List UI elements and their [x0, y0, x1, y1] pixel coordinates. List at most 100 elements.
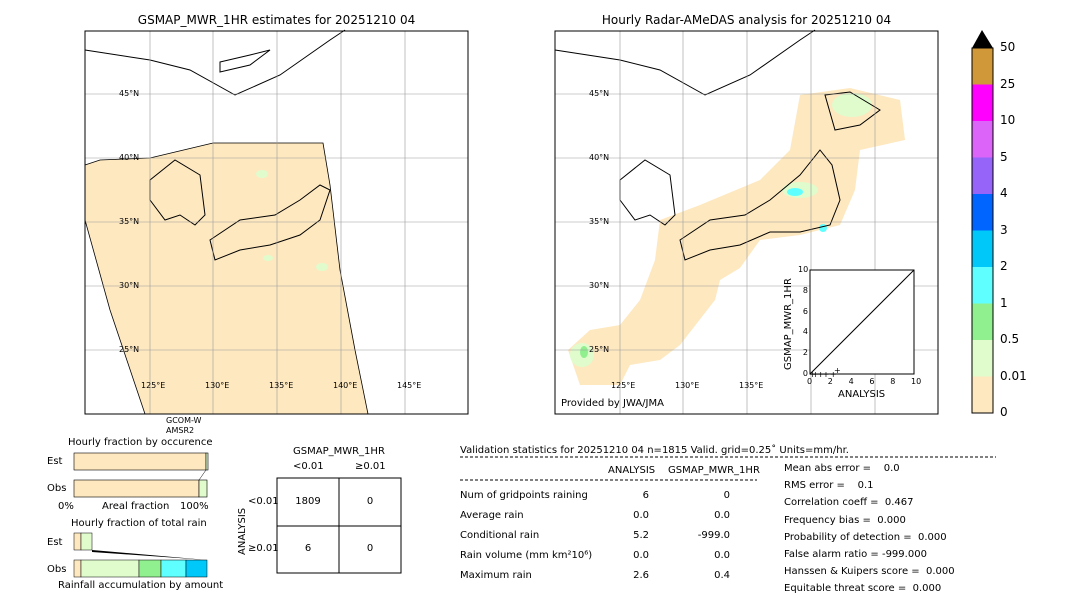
scatter-point: +: [823, 370, 830, 379]
colorbar-segment: [972, 157, 993, 194]
lon-label: 135°E: [269, 381, 294, 390]
radar-coverage: [568, 88, 905, 385]
colorbar-segment: [972, 84, 993, 121]
scatter-ytick: 0: [802, 369, 808, 378]
rain-patch: [787, 188, 803, 196]
stats-row-gsmap: 0.4: [714, 570, 730, 581]
scatter-point: +: [809, 370, 816, 379]
lat-label: 30°N: [589, 281, 610, 290]
stats-header: Validation statistics for 20251210 04 n=…: [460, 445, 849, 456]
colorbar-tick-label: 10: [1000, 113, 1016, 127]
colorbar-segment: [972, 230, 993, 267]
rain-patch: [263, 255, 273, 261]
stats-score: RMS error = 0.1: [784, 480, 874, 492]
rainfrac-xlabel: Rainfall accumulation by amount: [58, 580, 224, 591]
scatter-ytick: 4: [802, 327, 808, 337]
lat-label: 45°N: [589, 89, 610, 98]
colorbar-segment: [972, 376, 993, 413]
lat-label: 35°N: [589, 217, 610, 226]
stats-row-gsmap: -999.0: [697, 530, 730, 541]
scatter-xtick: 0: [807, 377, 813, 386]
colorbar-tick-label: 5: [1000, 149, 1008, 164]
scatter-xtick: 6: [869, 377, 875, 386]
data-credit: Provided by JWA/JMA: [561, 398, 664, 409]
scatter-ytick: 10: [798, 265, 809, 274]
one-to-one-line: [809, 269, 915, 375]
lat-label: 30°N: [119, 281, 140, 290]
rain-patch: [819, 224, 827, 232]
stats-score: Correlation coeff = 0.467: [784, 497, 914, 509]
occurrence-bars: [73, 452, 209, 498]
ct-cell: 0: [366, 496, 374, 507]
stats-row-label: Average rain: [460, 510, 524, 521]
scatter-xtick: 10: [911, 377, 922, 386]
ct-col-ge: ≥0.01: [355, 461, 386, 472]
rain-patch: [316, 263, 328, 271]
left-map-title: GSMAP_MWR_1HR estimates for 20251210 04: [137, 13, 416, 27]
colorbar-extend-triangle: [972, 30, 993, 48]
occ-xlabel: Areal fraction: [102, 501, 170, 512]
colorbar-segment: [972, 121, 993, 158]
stats-row-label: Rain volume (mm km²10⁶): [460, 550, 593, 561]
occurrence-title: Hourly fraction by occurence: [68, 437, 213, 448]
scatter-points: ++++ ++: [809, 366, 841, 379]
colorbar-tick-label: 25: [1000, 76, 1016, 91]
lon-label: 125°E: [611, 381, 636, 390]
scatter-ytick: 8: [802, 285, 808, 295]
stats-score: Equitable threat score = 0.000: [784, 583, 942, 595]
right-map: ++++ ++: [554, 29, 939, 415]
satellite-swath: [84, 142, 369, 415]
colorbar-segment: [972, 340, 993, 377]
occ-tick-0: 0%: [58, 501, 74, 512]
colorbar: [971, 30, 994, 414]
stats-score: Hanssen & Kuipers score = 0.000: [784, 566, 955, 578]
rain-patch: [580, 346, 588, 358]
lat-label: 40°N: [119, 153, 140, 162]
ct-row-ge: ≥0.01: [248, 543, 279, 554]
stats-score: Mean abs error = 0.0: [784, 463, 900, 474]
ct-title: GSMAP_MWR_1HR: [293, 446, 385, 457]
stats-score: Probability of detection = 0.000: [784, 531, 947, 543]
stats-row-analysis: 0.0: [633, 550, 649, 561]
stats-row-gsmap: 0.0: [714, 550, 730, 561]
stats-row-gsmap: 0: [723, 490, 730, 501]
stats-score: Frequency bias = 0.000: [784, 514, 906, 526]
lat-label: 45°N: [119, 89, 140, 98]
lon-label: 130°E: [675, 381, 700, 390]
sensor-instrument: AMSR2: [166, 426, 195, 435]
ct-cell: 6: [304, 543, 312, 554]
colorbar-segment: [972, 303, 993, 340]
lon-label: 125°E: [141, 381, 166, 390]
scatter-xtick: 2: [827, 377, 833, 386]
rain-obs-label: Obs: [47, 564, 67, 575]
stats-col-analysis: ANALYSIS: [608, 465, 656, 476]
scatter-ytick: 6: [802, 306, 808, 316]
lat-label: 40°N: [589, 153, 610, 162]
occ-obs-label: Obs: [47, 483, 67, 494]
stats-col-gsmap: GSMAP_MWR_1HR: [668, 465, 760, 476]
japan-coastline-left: [84, 29, 346, 261]
colorbar-tick-label: 3: [1000, 222, 1008, 237]
colorbar-segment: [972, 48, 993, 85]
lat-label: 35°N: [119, 217, 140, 226]
stats-row-analysis: 0.0: [633, 510, 649, 521]
colorbar-frame: [971, 47, 994, 414]
colorbar-segment: [972, 194, 993, 231]
scatter-xtick: 8: [890, 377, 896, 386]
scatter-point: +: [830, 370, 837, 379]
right-map-title: Hourly Radar-AMeDAS analysis for 2025121…: [601, 13, 892, 27]
rain-est-label: Est: [47, 537, 63, 548]
stats-row-analysis: 5.2: [633, 530, 649, 541]
ct-cell: 0: [366, 543, 374, 554]
stats-row-label: Maximum rain: [460, 570, 532, 581]
lon-label: 140°E: [333, 381, 358, 390]
occ-tick-100: 100%: [180, 501, 209, 512]
scatter-point: +: [834, 366, 841, 375]
ct-row-title: ANALYSIS: [237, 507, 248, 555]
left-map-frame: [84, 30, 469, 415]
rain-patch: [256, 170, 268, 178]
colorbar-tick-label: 0.01: [1000, 368, 1027, 383]
japan-coastline-right: [554, 29, 881, 261]
left-map: [84, 29, 469, 415]
